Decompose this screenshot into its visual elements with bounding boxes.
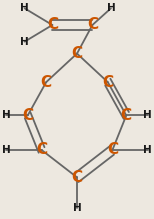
Text: C: C [36, 143, 47, 157]
Text: C: C [102, 75, 113, 90]
Text: C: C [71, 170, 83, 185]
Text: C: C [41, 75, 52, 90]
Text: C: C [121, 108, 132, 123]
Text: H: H [73, 203, 81, 213]
Text: C: C [87, 18, 98, 32]
Text: H: H [20, 3, 29, 13]
Text: C: C [22, 108, 33, 123]
Text: H: H [107, 3, 115, 13]
Text: C: C [107, 143, 118, 157]
Text: H: H [144, 110, 152, 120]
Text: C: C [47, 18, 58, 32]
Text: H: H [20, 37, 29, 47]
Text: H: H [2, 145, 10, 155]
Text: H: H [144, 145, 152, 155]
Text: C: C [71, 46, 83, 61]
Text: H: H [2, 110, 10, 120]
